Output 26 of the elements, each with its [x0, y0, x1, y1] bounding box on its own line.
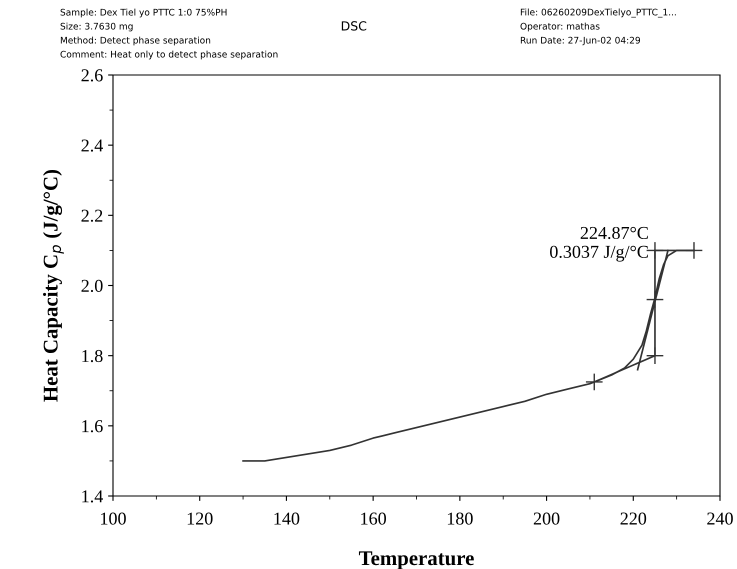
y-axis-title: Heat Capacity C$_{p}$ (J/g/°C) [43, 170, 64, 402]
text: Size: 3.7630 mg [60, 22, 133, 32]
y-tick-label: 1.8 [82, 350, 103, 362]
x-axis-title: Temperature [358, 551, 474, 569]
text: Operator: mathas [520, 22, 600, 32]
x-tick-label: 240 [707, 512, 733, 525]
x-tick-label: 120 [188, 512, 213, 525]
y-tick-label: 2.2 [82, 210, 102, 222]
x-tick-label: 160 [361, 512, 386, 525]
x-tick-label: 200 [534, 512, 560, 525]
text: Method: Detect phase separation [60, 36, 210, 46]
x-tick-label: 100 [101, 512, 126, 525]
text: Comment: Heat only to detect phase separation [60, 50, 278, 60]
x-tick-label: 180 [448, 512, 473, 525]
text: Run Date: 27-Jun-02 04:29 [520, 36, 640, 46]
y-tick-label: 2.4 [82, 139, 103, 152]
x-tick-label: 140 [274, 512, 300, 525]
y-tick-label: 1.4 [82, 490, 103, 503]
text: File: 06260209DexTielyo_PTTC_1... [520, 8, 676, 18]
y-tick-label: 2.6 [82, 69, 103, 82]
x-tick-label: 220 [620, 512, 646, 525]
annotation: 224.87°C 0.3037 J/g/°C [550, 226, 648, 262]
y-tick-label: 2.0 [82, 280, 103, 292]
chart-title: DSC [342, 21, 366, 31]
y-tick-label: 1.6 [82, 420, 103, 432]
text: Sample: Dex Tiel yo PTTC 1:0 75%PH [60, 8, 226, 18]
